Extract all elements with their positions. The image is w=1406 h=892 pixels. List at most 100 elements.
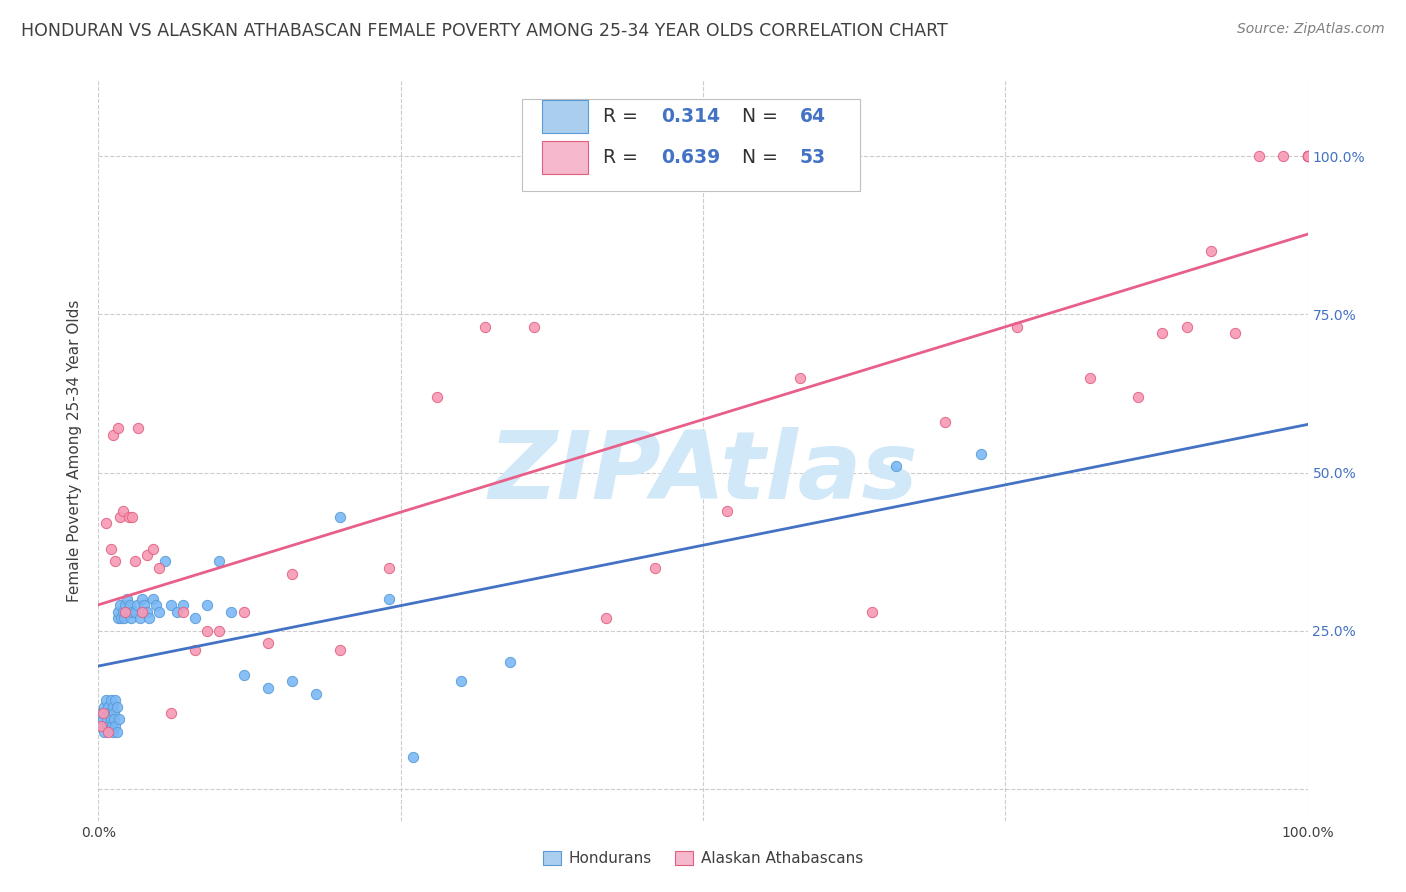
Point	[97, 699, 120, 714]
Point	[91, 712, 114, 726]
Point	[118, 599, 141, 613]
Point	[1199, 244, 1222, 259]
Point	[111, 605, 134, 619]
Point	[166, 605, 188, 619]
Text: HONDURAN VS ALASKAN ATHABASCAN FEMALE POVERTY AMONG 25-34 YEAR OLDS CORRELATION : HONDURAN VS ALASKAN ATHABASCAN FEMALE PO…	[21, 22, 948, 40]
Point	[118, 605, 141, 619]
Point	[145, 599, 167, 613]
Text: 53: 53	[800, 148, 825, 167]
Point	[138, 611, 160, 625]
Point	[1128, 390, 1150, 404]
Point	[1249, 149, 1271, 163]
Point	[970, 447, 993, 461]
Point	[91, 719, 114, 733]
Point	[94, 693, 117, 707]
Y-axis label: Female Poverty Among 25-34 Year Olds: Female Poverty Among 25-34 Year Olds	[67, 300, 83, 601]
Point	[101, 427, 124, 442]
Point	[142, 592, 165, 607]
Point	[377, 592, 399, 607]
Point	[281, 674, 304, 689]
Text: R =: R =	[603, 107, 644, 126]
Point	[329, 642, 352, 657]
Point	[108, 599, 131, 613]
Point	[100, 712, 122, 726]
Point	[1175, 320, 1198, 334]
Point	[195, 599, 218, 613]
Point	[256, 681, 278, 695]
Point	[104, 554, 127, 568]
Point	[148, 605, 170, 619]
Point	[108, 509, 131, 524]
Point	[281, 566, 304, 581]
Point	[100, 541, 122, 556]
Point	[114, 605, 136, 619]
Point	[716, 503, 738, 517]
FancyBboxPatch shape	[543, 100, 588, 134]
Point	[90, 706, 112, 720]
Point	[127, 421, 149, 435]
Point	[103, 706, 125, 720]
Point	[108, 712, 131, 726]
Point	[256, 636, 278, 650]
Point	[172, 605, 194, 619]
Point	[172, 599, 194, 613]
Point	[127, 599, 149, 613]
Text: N =: N =	[742, 107, 783, 126]
Point	[117, 592, 139, 607]
Point	[644, 560, 666, 574]
Point	[208, 624, 231, 638]
Point	[124, 554, 146, 568]
Point	[474, 320, 496, 334]
Point	[450, 674, 472, 689]
Point	[221, 605, 243, 619]
Point	[114, 599, 136, 613]
Point	[1272, 149, 1295, 163]
Point	[135, 605, 157, 619]
Point	[1296, 149, 1319, 163]
Point	[1296, 149, 1319, 163]
Point	[1296, 149, 1319, 163]
Point	[208, 554, 231, 568]
Point	[121, 605, 143, 619]
Point	[120, 611, 142, 625]
Point	[153, 554, 176, 568]
Point	[135, 548, 157, 562]
Point	[498, 656, 520, 670]
Point	[128, 611, 150, 625]
Point	[112, 611, 135, 625]
Point	[107, 605, 129, 619]
Point	[94, 516, 117, 531]
Text: N =: N =	[742, 148, 783, 167]
Point	[860, 605, 883, 619]
Point	[97, 725, 120, 739]
Point	[111, 503, 134, 517]
Point	[1296, 149, 1319, 163]
Point	[160, 706, 183, 720]
Point	[91, 706, 114, 720]
Point	[160, 599, 183, 613]
Point	[107, 421, 129, 435]
Point	[148, 560, 170, 574]
Point	[184, 611, 207, 625]
Point	[107, 611, 129, 625]
Text: 0.314: 0.314	[661, 107, 720, 126]
Point	[100, 719, 122, 733]
Point	[131, 592, 153, 607]
Point	[595, 611, 617, 625]
Point	[1078, 370, 1101, 384]
Point	[124, 605, 146, 619]
FancyBboxPatch shape	[543, 141, 588, 174]
Point	[118, 509, 141, 524]
Point	[131, 605, 153, 619]
Point	[426, 390, 449, 404]
Point	[121, 509, 143, 524]
Point	[93, 699, 115, 714]
Text: 64: 64	[800, 107, 825, 126]
Point	[142, 541, 165, 556]
Point	[105, 725, 128, 739]
Point	[232, 605, 254, 619]
Point	[1007, 320, 1029, 334]
Point	[101, 699, 124, 714]
Text: ZIPAtlas: ZIPAtlas	[488, 426, 918, 518]
Point	[934, 415, 956, 429]
